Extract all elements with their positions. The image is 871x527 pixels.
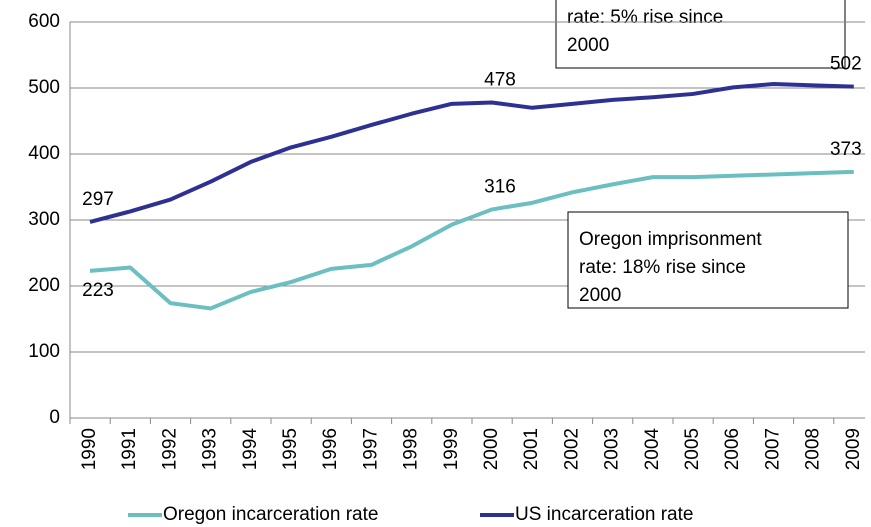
annotation-text: Oregon imprisonment	[579, 229, 762, 250]
x-tick-label: 1993	[200, 428, 221, 470]
x-tick-label: 2006	[722, 428, 743, 470]
y-tick-label: 100	[28, 341, 60, 362]
data-label: 223	[82, 280, 114, 301]
x-tick-label: 1990	[79, 428, 100, 470]
x-tick-label: 2004	[642, 428, 663, 471]
x-tick-label: 1991	[119, 428, 140, 470]
y-tick-label: 400	[28, 143, 60, 164]
annotation-text: rate: 5% rise since	[567, 7, 723, 28]
x-tick-label: 2002	[561, 428, 582, 470]
y-tick-label: 600	[28, 11, 60, 32]
oregon-annotation-box	[567, 211, 849, 309]
y-tick-label: 300	[28, 209, 60, 230]
legend-label: US incarceration rate	[515, 504, 693, 525]
x-tick-label: 2001	[521, 428, 542, 470]
x-tick-label: 1995	[280, 428, 301, 470]
series-line	[89, 169, 854, 311]
data-label: 297	[82, 189, 114, 210]
annotation-text: rate: 18% rise since	[579, 257, 746, 278]
x-tick-label: 1998	[401, 428, 422, 470]
x-tick-label: 2008	[803, 428, 824, 470]
annotation-text: 2000	[579, 285, 621, 306]
x-tick-label: 1996	[320, 428, 341, 470]
x-tick-label: 2000	[481, 428, 502, 470]
x-tick-label: 1994	[240, 428, 261, 471]
us-annotation-box	[555, 0, 846, 69]
legend-label: Oregon incarceration rate	[163, 504, 378, 525]
data-label: 478	[484, 70, 516, 91]
x-tick-label: 1999	[441, 428, 462, 470]
x-tick-label: 2005	[682, 428, 703, 470]
x-tick-label: 2003	[602, 428, 623, 470]
series-line	[89, 82, 854, 224]
annotation-text: 2000	[567, 35, 609, 56]
data-label: 316	[484, 176, 516, 197]
data-label: 373	[830, 139, 862, 160]
x-tick-label: 1992	[159, 428, 180, 470]
x-tick-label: 2009	[843, 428, 864, 470]
y-tick-label: 0	[49, 407, 60, 428]
y-tick-label: 500	[28, 77, 60, 98]
y-tick-label: 200	[28, 275, 60, 296]
x-tick-label: 2007	[762, 428, 783, 470]
x-tick-label: 1997	[360, 428, 381, 470]
data-label: 502	[830, 54, 862, 75]
